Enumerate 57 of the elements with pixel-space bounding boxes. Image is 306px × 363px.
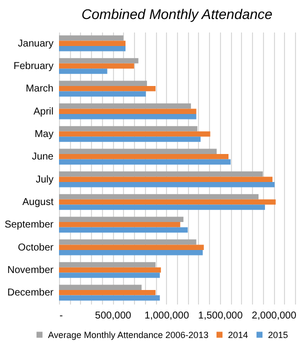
y-tick-label: February [13,61,54,72]
y-tick-label: June [32,152,54,163]
bar [59,58,138,64]
bar [59,284,142,290]
bar [59,244,204,250]
x-tick-label: 500,000 [95,310,132,322]
bar [59,222,180,228]
y-tick-label: July [36,174,54,186]
bar [59,131,210,137]
bar [59,227,188,233]
bar [59,86,156,92]
bar [59,295,160,301]
bar [59,262,156,268]
bar [59,114,196,120]
bar [59,250,203,256]
bar [59,194,259,200]
bar [59,63,134,69]
bar [59,204,265,210]
y-tick-label: August [22,197,54,208]
y-tick-label: November [7,265,54,276]
bar [59,216,184,222]
bar [59,159,231,165]
bar [59,136,201,142]
y-tick-label: October [18,242,54,254]
bar [59,199,276,205]
y-tick-label: April [33,106,54,118]
x-tick-label: 1,500,000 [198,310,244,322]
bar [59,154,228,160]
y-tick-label: September [4,220,54,231]
y-tick-label: May [34,129,54,140]
bar [59,108,196,114]
x-tick-label: 1,000,000 [144,310,190,322]
bar [59,35,124,41]
bar [59,103,191,109]
bar [59,68,108,74]
bar [59,126,198,132]
bar [59,40,126,46]
y-tick-label: March [26,84,54,95]
bar [59,46,126,52]
bar [59,267,161,273]
bar [59,171,263,177]
x-tick-label: - [60,310,63,322]
legend-label: 2015 [268,330,288,340]
legend-label: 2014 [228,330,248,340]
bar [59,91,146,97]
y-tick-label: December [7,288,54,299]
legend-label: Average Monthly Attendance 2006-2013 [48,330,208,340]
bar [59,182,275,188]
bar [59,80,147,86]
bar [59,290,156,296]
x-tick-label: 2,000,000 [252,310,297,322]
bar [59,239,196,245]
bar [59,148,217,154]
chart-title: Combined Monthly Attendance [82,6,273,22]
bar [59,176,272,182]
bar [59,272,160,278]
y-tick-label: January [18,38,54,50]
